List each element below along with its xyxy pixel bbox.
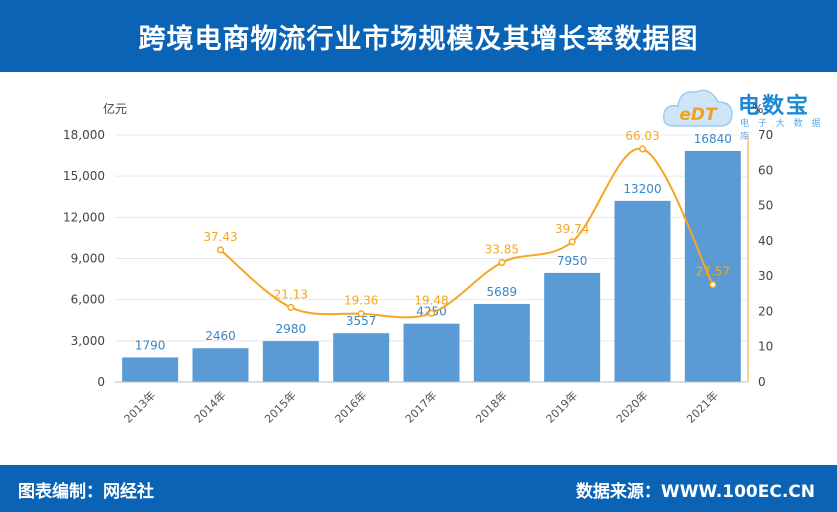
bar-value-label: 3557 [346,314,377,328]
y-tick-label: 18,000 [63,128,105,142]
growth-point [216,246,225,254]
growth-value-label: 66.03 [625,129,659,143]
growth-point [357,310,365,318]
bar-value-label: 5689 [487,285,518,299]
bar [614,200,671,382]
y2-tick-label: 50 [758,199,773,213]
x-tick-label: 2020年 [613,388,650,425]
growth-point [568,238,576,246]
bar [544,272,601,382]
y2-tick-label: 30 [758,269,773,283]
y2-tick-label: 10 [758,340,773,354]
y2-tick-label: 40 [758,234,773,248]
growth-value-label: 39.74 [555,222,589,236]
y-tick-label: 6,000 [71,293,105,307]
cloud-logo-icon: eDT [662,89,733,127]
bar [403,323,460,382]
bar-value-label: 7950 [557,254,588,268]
x-tick-label: 2018年 [472,388,509,425]
growth-point [638,145,647,153]
y-axis-title: 亿元 [103,101,127,116]
x-tick-label: 2013年 [121,388,158,425]
logo-brand: 电数宝 [738,94,811,119]
y-tick-label: 0 [97,375,105,389]
x-tick-label: 2019年 [543,388,580,425]
growth-value-label: 21.13 [274,287,308,301]
bar [333,333,390,382]
bar-value-label: 2980 [276,322,307,336]
growth-value-label: 19.36 [344,294,378,308]
y-tick-label: 15,000 [63,169,105,183]
y-tick-label: 9,000 [71,252,105,266]
bar [262,341,319,382]
x-tick-label: 2016年 [332,388,369,425]
growth-value-label: 27.57 [696,265,730,279]
y-tick-label: 12,000 [63,210,105,224]
bar [473,303,530,382]
y2-tick-label: 0 [758,375,766,389]
bar-value-label: 2460 [205,329,236,343]
header-bar: 跨境电商物流行业市场规模及其增长率数据图 [0,0,837,72]
growth-value-label: 37.43 [203,230,237,244]
logo: eDT 电数宝 电 子 大 数 据 库 [660,82,835,142]
y2-tick-label: 70 [758,128,773,142]
bar [684,150,741,382]
bar-value-label: 13200 [623,182,661,196]
footer-credit: 图表编制：网经社 [18,482,154,502]
x-tick-label: 2021年 [683,388,720,425]
growth-point [427,309,436,317]
line-series: 37.43 21.13 19.36 19.48 33.85 39.74 66.03 27.57 [203,129,730,319]
logo-subtitle: 电 子 大 数 据 库 [740,119,824,142]
growth-point [709,281,717,289]
x-tick-label: 2015年 [261,388,298,425]
x-tick-label: 2017年 [402,388,439,425]
growth-value-label: 19.48 [414,293,448,307]
y2-tick-label: 60 [758,163,773,177]
bar [122,357,179,382]
bar-value-label: 1790 [135,338,166,352]
logo-badge: eDT [679,105,718,125]
growth-point [287,303,295,311]
x-tick-label: 2014年 [191,388,228,425]
bar-series: 17902460298035574250568979501320016840 [122,132,741,382]
y2-tick-label: 20 [758,304,773,318]
page-title: 跨境电商物流行业市场规模及其增长率数据图 [138,23,699,55]
footer-bar: 图表编制：网经社 数据来源：WWW.100EC.CN [0,465,837,512]
bar [192,348,249,382]
growth-value-label: 33.85 [485,243,519,257]
y2-axis-title: % [752,102,763,116]
y-tick-label: 3,000 [71,334,105,348]
footer-source: 数据来源：WWW.100EC.CN [575,482,815,502]
bar-value-label: 16840 [694,132,732,146]
chart: 17902460298035574250568979501320016840 3… [63,101,773,426]
growth-point [498,259,506,267]
